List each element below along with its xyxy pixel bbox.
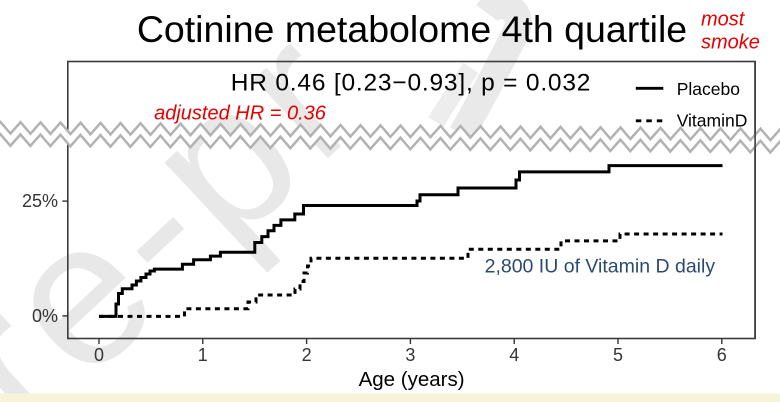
svg-text:Age (years): Age (years) [359, 368, 465, 391]
svg-text:smoke: smoke [701, 32, 760, 54]
svg-text:VitaminD: VitaminD [677, 110, 748, 130]
svg-text:0: 0 [94, 345, 104, 365]
svg-text:1: 1 [198, 345, 208, 365]
svg-text:HR 0.46 [0.23−0.93], p = 0.032: HR 0.46 [0.23−0.93], p = 0.032 [231, 70, 591, 97]
svg-text:0%: 0% [32, 306, 58, 326]
svg-text:25%: 25% [22, 191, 58, 211]
svg-text:most: most [701, 9, 746, 31]
svg-text:5: 5 [613, 345, 623, 365]
svg-text:6: 6 [717, 345, 727, 365]
svg-text:2: 2 [302, 345, 312, 365]
svg-text:2,800 IU of Vitamin D daily: 2,800 IU of Vitamin D daily [485, 256, 716, 278]
svg-text:Placebo: Placebo [677, 79, 740, 99]
svg-text:4: 4 [509, 345, 519, 365]
svg-text:Cotinine metabolome 4th quarti: Cotinine metabolome 4th quartile [137, 8, 687, 50]
svg-text:adjusted HR = 0.36: adjusted HR = 0.36 [154, 102, 327, 124]
svg-text:3: 3 [405, 345, 415, 365]
